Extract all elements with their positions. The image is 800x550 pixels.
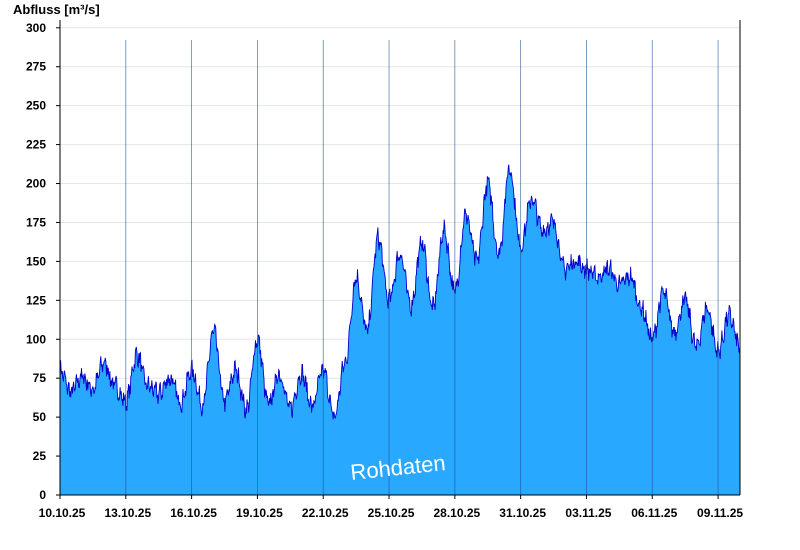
x-tick-label: 31.10.25 (499, 506, 546, 520)
y-tick-label: 0 (39, 488, 46, 502)
y-tick-label: 75 (33, 371, 47, 385)
y-tick-label: 150 (26, 254, 46, 268)
x-tick-label: 19.10.25 (236, 506, 283, 520)
x-tick-label: 13.10.25 (104, 506, 151, 520)
y-tick-label: 50 (33, 410, 47, 424)
axes (59, 20, 741, 496)
y-tick-label: 100 (26, 332, 46, 346)
y-tick-label: 250 (26, 99, 46, 113)
x-tick-label: 03.11.25 (565, 506, 611, 520)
y-ticks: 0 25 50 75 100 125 150 175 200 225 250 275 300 (26, 21, 60, 502)
y-tick-label: 225 (26, 138, 46, 152)
day-dividers (125, 40, 719, 495)
x-tick-label: 06.11.25 (631, 506, 677, 520)
x-tick-label: 09.11.25 (697, 506, 743, 520)
y-tick-label: 275 (26, 60, 46, 74)
y-tick-label: 200 (26, 177, 46, 191)
x-tick-label: 10.10.25 (39, 506, 86, 520)
y-tick-label: 25 (33, 449, 47, 463)
x-tick-label: 22.10.25 (302, 506, 349, 520)
x-ticks: 10.10.25 13.10.25 16.10.25 19.10.25 22.10.25… (39, 495, 743, 520)
x-tick-label: 25.10.25 (368, 506, 415, 520)
y-axis-label: Abfluss [m³/s] (13, 2, 100, 17)
y-tick-label: 125 (26, 293, 46, 307)
y-tick-label: 175 (26, 215, 46, 229)
y-tick-label: 300 (26, 21, 46, 35)
x-tick-label: 16.10.25 (170, 506, 217, 520)
plot-area (59, 164, 741, 495)
x-tick-label: 28.10.25 (433, 506, 480, 520)
discharge-area (60, 164, 740, 495)
discharge-line (59, 164, 741, 420)
